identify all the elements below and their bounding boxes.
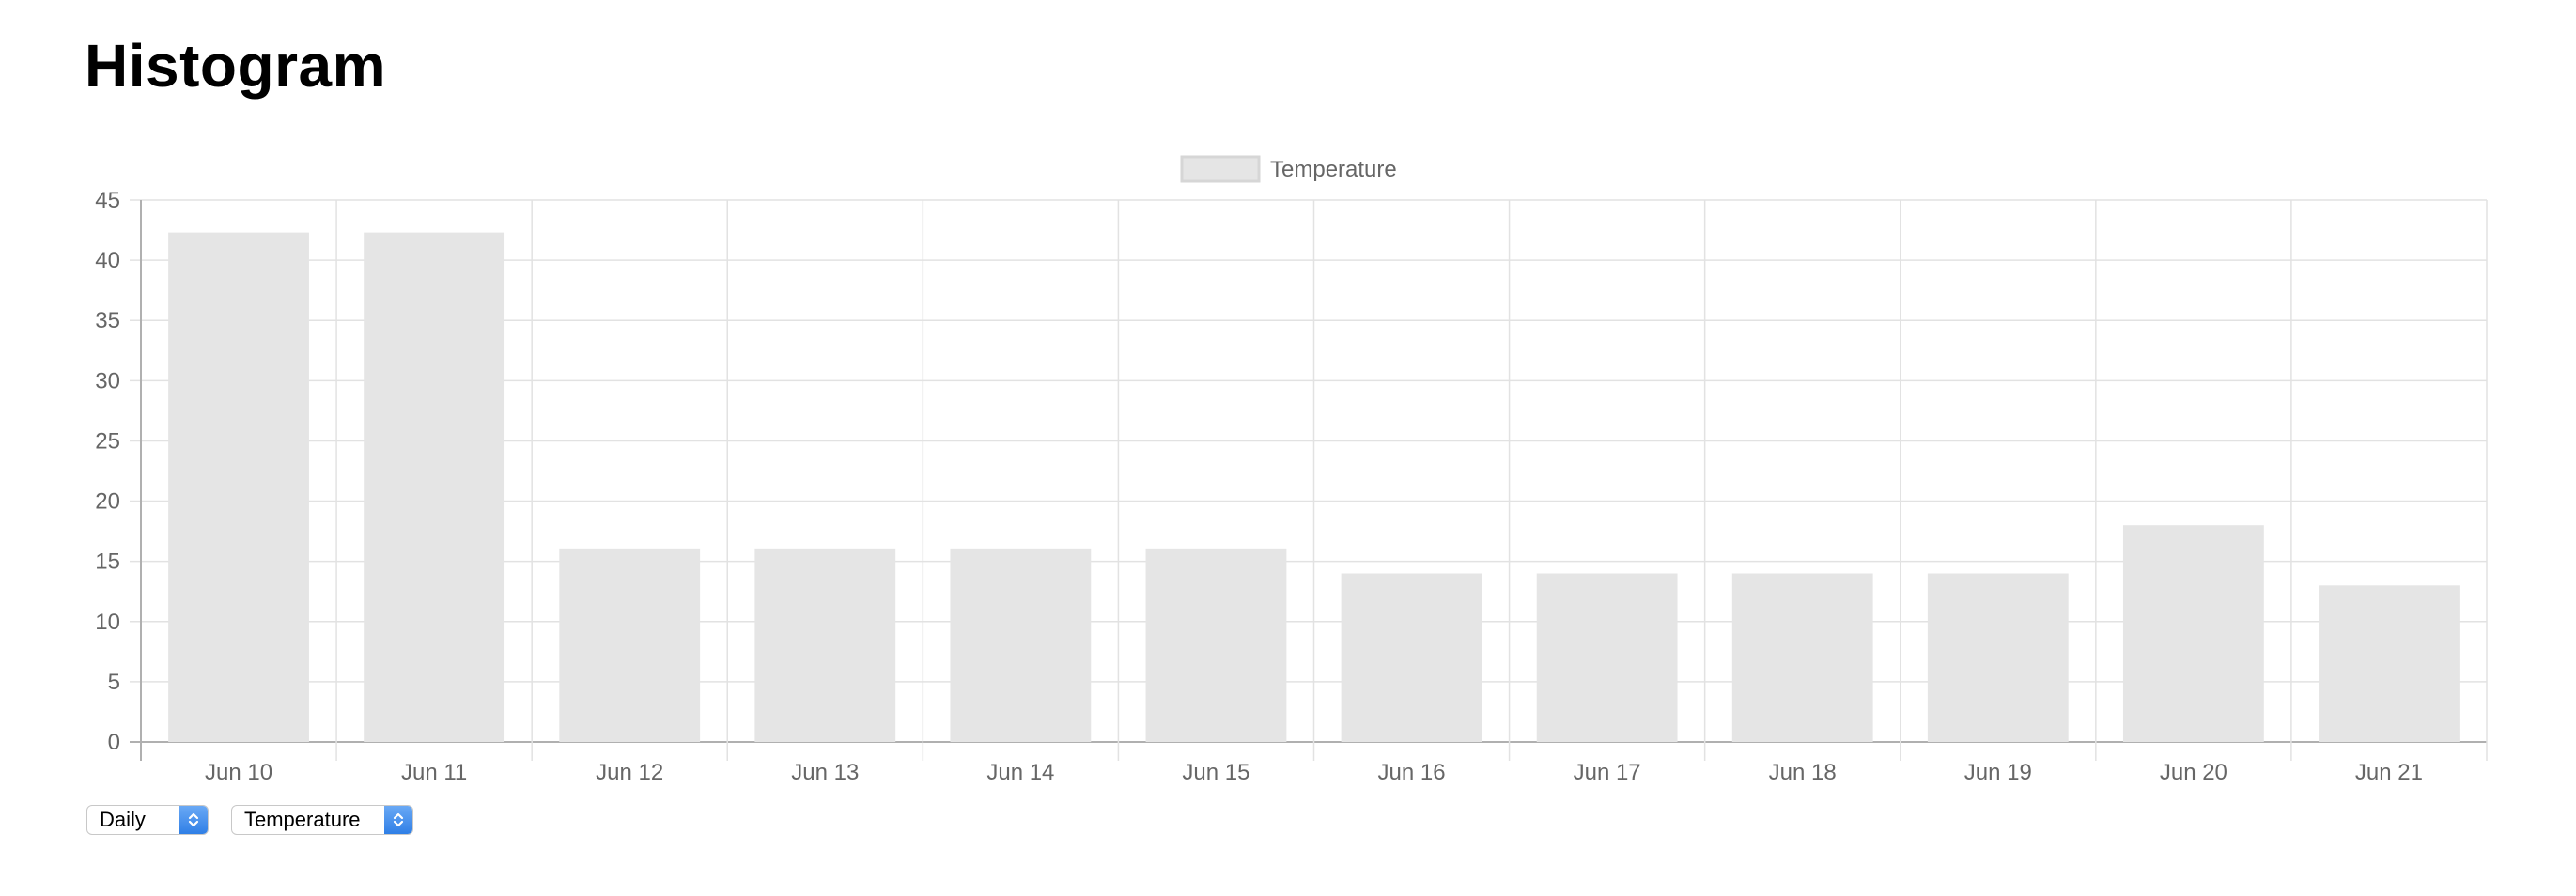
y-tick-label: 15	[95, 549, 120, 575]
x-axis-ticks: Jun 10 Jun 11 Jun 12 Jun 13 Jun 14 Jun 15 Jun …	[205, 760, 2423, 785]
metric-select[interactable]: Temperature	[231, 805, 413, 835]
x-tick-label: Jun 12	[596, 760, 663, 785]
bar[interactable]	[364, 232, 505, 742]
period-select-value: Daily	[100, 808, 146, 831]
y-tick-label: 5	[108, 670, 120, 695]
bar[interactable]	[754, 548, 896, 742]
metric-select-value: Temperature	[244, 808, 361, 831]
bar[interactable]	[1927, 573, 2069, 742]
x-tick-label: Jun 10	[205, 760, 272, 785]
bar-series	[168, 232, 2460, 742]
x-tick-label: Jun 14	[986, 760, 1054, 785]
x-tick-label: Jun 13	[791, 760, 859, 785]
x-tick-label: Jun 15	[1182, 760, 1249, 785]
x-tick-label: Jun 16	[1378, 760, 1446, 785]
y-gridlines	[130, 199, 2487, 743]
x-tick-label: Jun 18	[1769, 760, 1837, 785]
y-tick-label: 10	[95, 610, 120, 635]
chart-controls: Daily Temperature	[86, 805, 413, 835]
y-tick-label: 35	[95, 308, 120, 333]
bar[interactable]	[2122, 525, 2264, 742]
y-tick-label: 20	[95, 489, 120, 515]
bar[interactable]	[168, 232, 309, 742]
y-axis-ticks: 0 5 10 15 20 25 30 35 40 45	[95, 188, 120, 755]
y-tick-label: 0	[108, 730, 120, 755]
bar[interactable]	[950, 548, 1092, 742]
updown-chevron-icon	[179, 806, 208, 834]
bar[interactable]	[2319, 585, 2460, 742]
y-tick-label: 30	[95, 368, 120, 394]
updown-chevron-icon	[384, 806, 412, 834]
bar[interactable]	[1536, 573, 1678, 742]
page-title: Histogram	[85, 32, 386, 100]
chart-legend[interactable]: Temperature	[1180, 155, 1397, 183]
x-tick-label: Jun 11	[401, 760, 467, 785]
y-tick-label: 25	[95, 428, 120, 454]
bar[interactable]	[559, 548, 701, 742]
x-tick-label: Jun 20	[2160, 760, 2227, 785]
bar[interactable]	[1145, 548, 1287, 742]
legend-swatch	[1180, 155, 1261, 183]
x-tick-label: Jun 21	[2355, 760, 2423, 785]
x-gridlines	[140, 200, 2488, 761]
bar[interactable]	[1341, 573, 1482, 742]
x-tick-label: Jun 17	[1574, 760, 1641, 785]
period-select[interactable]: Daily	[86, 805, 209, 835]
x-tick-label: Jun 19	[1964, 760, 2032, 785]
y-tick-label: 45	[95, 188, 120, 213]
legend-label: Temperature	[1270, 157, 1397, 182]
y-tick-label: 40	[95, 248, 120, 273]
bar[interactable]	[1731, 573, 1873, 742]
